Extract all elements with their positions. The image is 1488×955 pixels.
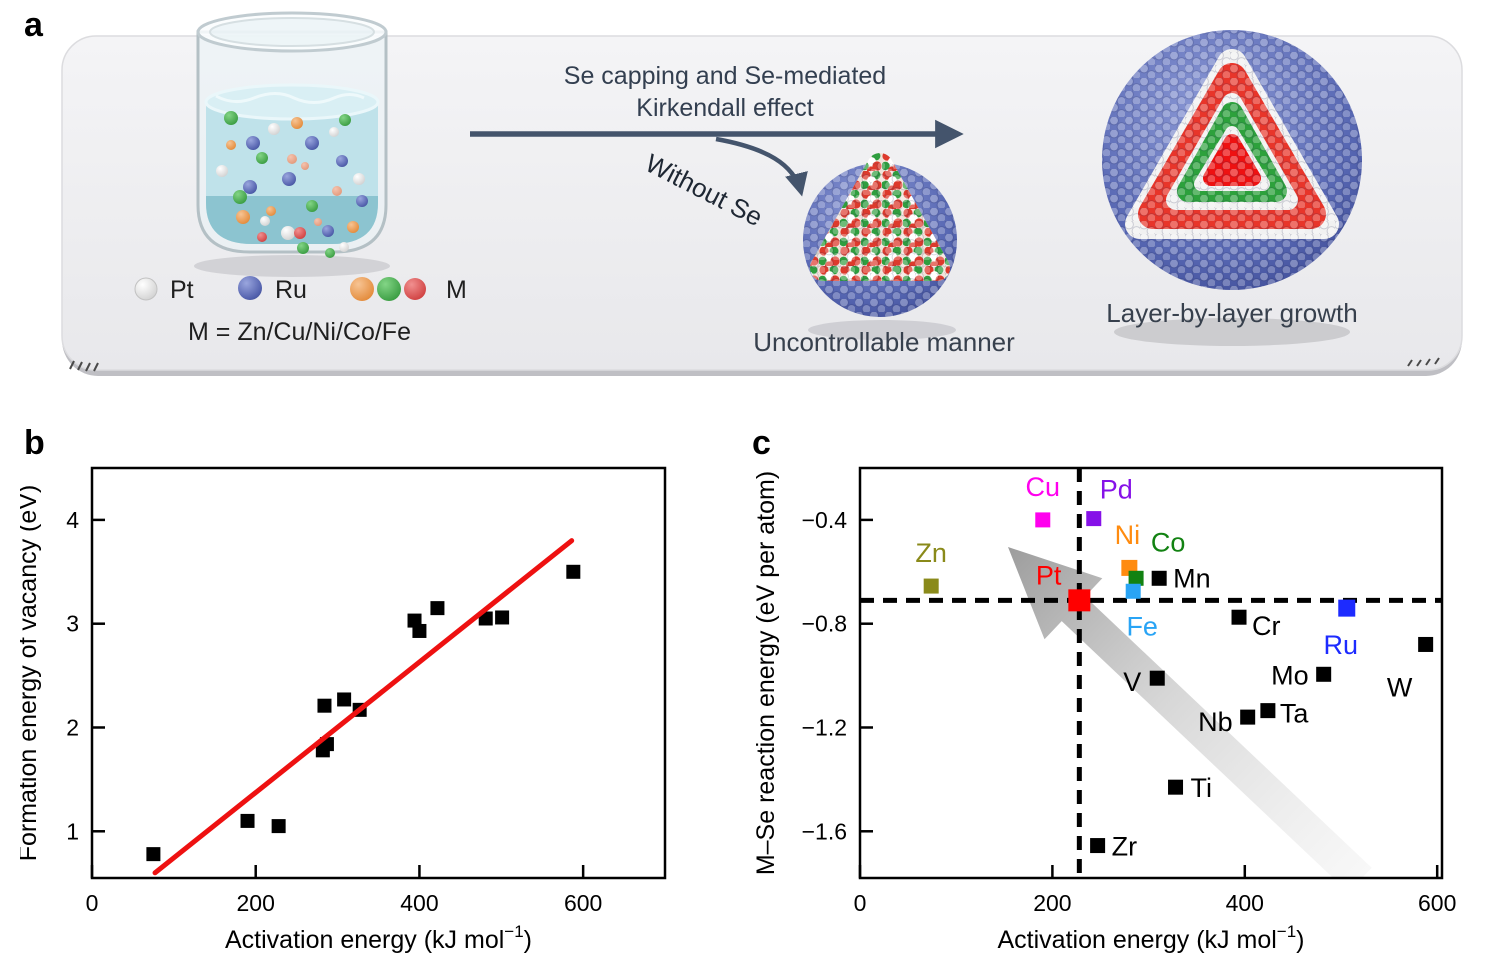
- point-label-Mn: Mn: [1173, 563, 1211, 593]
- y-axis-label: M–Se reaction energy (eV per atom): [752, 471, 780, 875]
- fit-line: [152, 538, 575, 876]
- data-point: [240, 813, 255, 828]
- layer-by-layer-caption: Layer-by-layer growth: [1106, 298, 1357, 328]
- data-point-Fe: [1125, 583, 1141, 599]
- point-label-Co: Co: [1151, 527, 1186, 557]
- y-axis-label: Formation energy of vacancy (eV): [20, 485, 42, 862]
- point-label-Mo: Mo: [1271, 660, 1309, 690]
- data-point-W: [1418, 636, 1434, 652]
- nanoparticle-layer-by-layer: Layer-by-layer growth: [1102, 30, 1362, 346]
- point-label-Fe: Fe: [1126, 611, 1158, 641]
- legend-m-label: M: [446, 276, 467, 304]
- data-point-Pd: [1086, 511, 1102, 527]
- x-tick-label: 600: [564, 890, 602, 916]
- y-tick-label: 4: [66, 507, 79, 533]
- trend-arrow: [1008, 547, 1372, 878]
- x-axis-label: Activation energy (kJ mol−1): [225, 922, 532, 954]
- data-point-Ti: [1168, 779, 1184, 795]
- plot-c: Cu Pd Zn Pt Ni Co Mn Fe Cr Ru W Mo V Nb Ta Ti Zr 0 200 400 6…: [752, 466, 1456, 954]
- point-label-Ru: Ru: [1324, 630, 1359, 660]
- point-label-Ti: Ti: [1191, 773, 1213, 803]
- x-tick-label: 0: [86, 890, 99, 916]
- point-label-W: W: [1387, 672, 1413, 702]
- data-point-Mo: [1316, 666, 1332, 682]
- y-tick-label: −0.8: [802, 611, 847, 637]
- y-tick-label: −1.2: [802, 714, 847, 740]
- uncontrollable-caption: Uncontrollable manner: [753, 327, 1015, 357]
- panel-letter-c: c: [752, 424, 771, 462]
- point-label-Cr: Cr: [1252, 611, 1281, 641]
- data-point: [271, 819, 286, 834]
- point-label-Nb: Nb: [1198, 707, 1233, 737]
- data-point-Pt: [1068, 589, 1091, 612]
- chart-mse-reaction-energy: Cu Pd Zn Pt Ni Co Mn Fe Cr Ru W Mo V Nb Ta Ti Zr 0 200 400 6…: [752, 466, 1456, 954]
- point-label-Pd: Pd: [1100, 475, 1133, 505]
- m-sphere-green-icon: [377, 277, 401, 301]
- x-tick-label: 200: [237, 890, 275, 916]
- data-point: [317, 698, 332, 713]
- data-point-Zn: [923, 578, 939, 594]
- axis-box: [90, 466, 667, 880]
- data-point-V: [1149, 670, 1165, 686]
- point-label-Cu: Cu: [1026, 472, 1061, 502]
- ru-sphere-icon: [238, 276, 262, 300]
- pt-sphere-icon: [134, 277, 158, 301]
- point-label-Ni: Ni: [1115, 520, 1141, 550]
- data-point-Cu: [1035, 512, 1051, 528]
- beaker-liquid-dark: [206, 196, 378, 244]
- process-arrow-label-line1: Se capping and Se-mediated: [564, 62, 886, 90]
- data-point: [430, 601, 445, 616]
- x-tick-label: 0: [854, 890, 867, 916]
- y-tick-label: 1: [66, 818, 79, 844]
- y-tick-label: −0.4: [802, 507, 848, 533]
- nanoparticle-without-se: Uncontrollable manner: [753, 153, 1015, 357]
- data-point-Nb: [1240, 709, 1256, 725]
- beaker: [194, 11, 390, 277]
- legend-ru-label: Ru: [275, 276, 307, 304]
- point-label-V: V: [1123, 667, 1141, 697]
- point-label-Zn: Zn: [915, 538, 947, 568]
- x-axis-label: Activation energy (kJ mol−1): [998, 922, 1305, 954]
- legend-pt-label: Pt: [170, 276, 194, 304]
- m-definition: M = Zn/Cu/Ni/Co/Fe: [188, 318, 411, 346]
- panel-letter-b: b: [24, 424, 45, 462]
- y-tick-label: −1.6: [802, 818, 847, 844]
- x-tick-label: 400: [400, 890, 438, 916]
- data-point: [566, 564, 581, 579]
- panel-a-schematic: Pt Ru M M = Zn/Cu/Ni/Co/Fe Se capping an…: [61, 11, 1463, 376]
- process-arrow-label-line2: Kirkendall effect: [636, 94, 813, 122]
- x-tick-label: 200: [1033, 890, 1071, 916]
- point-label-Pt: Pt: [1036, 560, 1062, 590]
- chart-formation-energy: 0 200 400 600 1 2 3 4 Activation energy (kJ mol−…: [20, 466, 667, 954]
- panel-letter-a: a: [24, 6, 43, 44]
- data-point-Zr: [1090, 838, 1106, 854]
- beaker-shadow: [194, 255, 390, 277]
- data-point: [146, 847, 161, 862]
- data-point-Mn: [1151, 570, 1167, 586]
- plot-b: 0 200 400 600 1 2 3 4 Activation energy (kJ mol−…: [20, 466, 667, 954]
- data-point: [412, 623, 427, 638]
- data-point-Ru: [1338, 599, 1356, 617]
- data-point-Cr: [1231, 609, 1247, 625]
- data-point: [495, 610, 510, 625]
- y-tick-label: 2: [66, 714, 79, 740]
- data-point-Co: [1128, 570, 1144, 586]
- axis-box: [858, 466, 1444, 880]
- panel-a-legend: Pt Ru M M = Zn/Cu/Ni/Co/Fe: [134, 276, 467, 346]
- data-point-Ta: [1260, 703, 1276, 719]
- precursor-spheres: [216, 111, 368, 258]
- process-arrow: Se capping and Se-mediated Kirkendall ef…: [470, 62, 964, 149]
- x-tick-label: 400: [1226, 890, 1264, 916]
- point-label-Ta: Ta: [1280, 699, 1310, 729]
- m-sphere-orange-icon: [350, 277, 374, 301]
- liquid-surface: [204, 83, 380, 121]
- y-tick-label: 3: [66, 611, 79, 637]
- data-point: [337, 692, 352, 707]
- platform-edge-marks: [69, 357, 1440, 372]
- point-label-Zr: Zr: [1112, 832, 1137, 862]
- m-sphere-red-icon: [404, 278, 426, 300]
- x-tick-label: 600: [1418, 890, 1456, 916]
